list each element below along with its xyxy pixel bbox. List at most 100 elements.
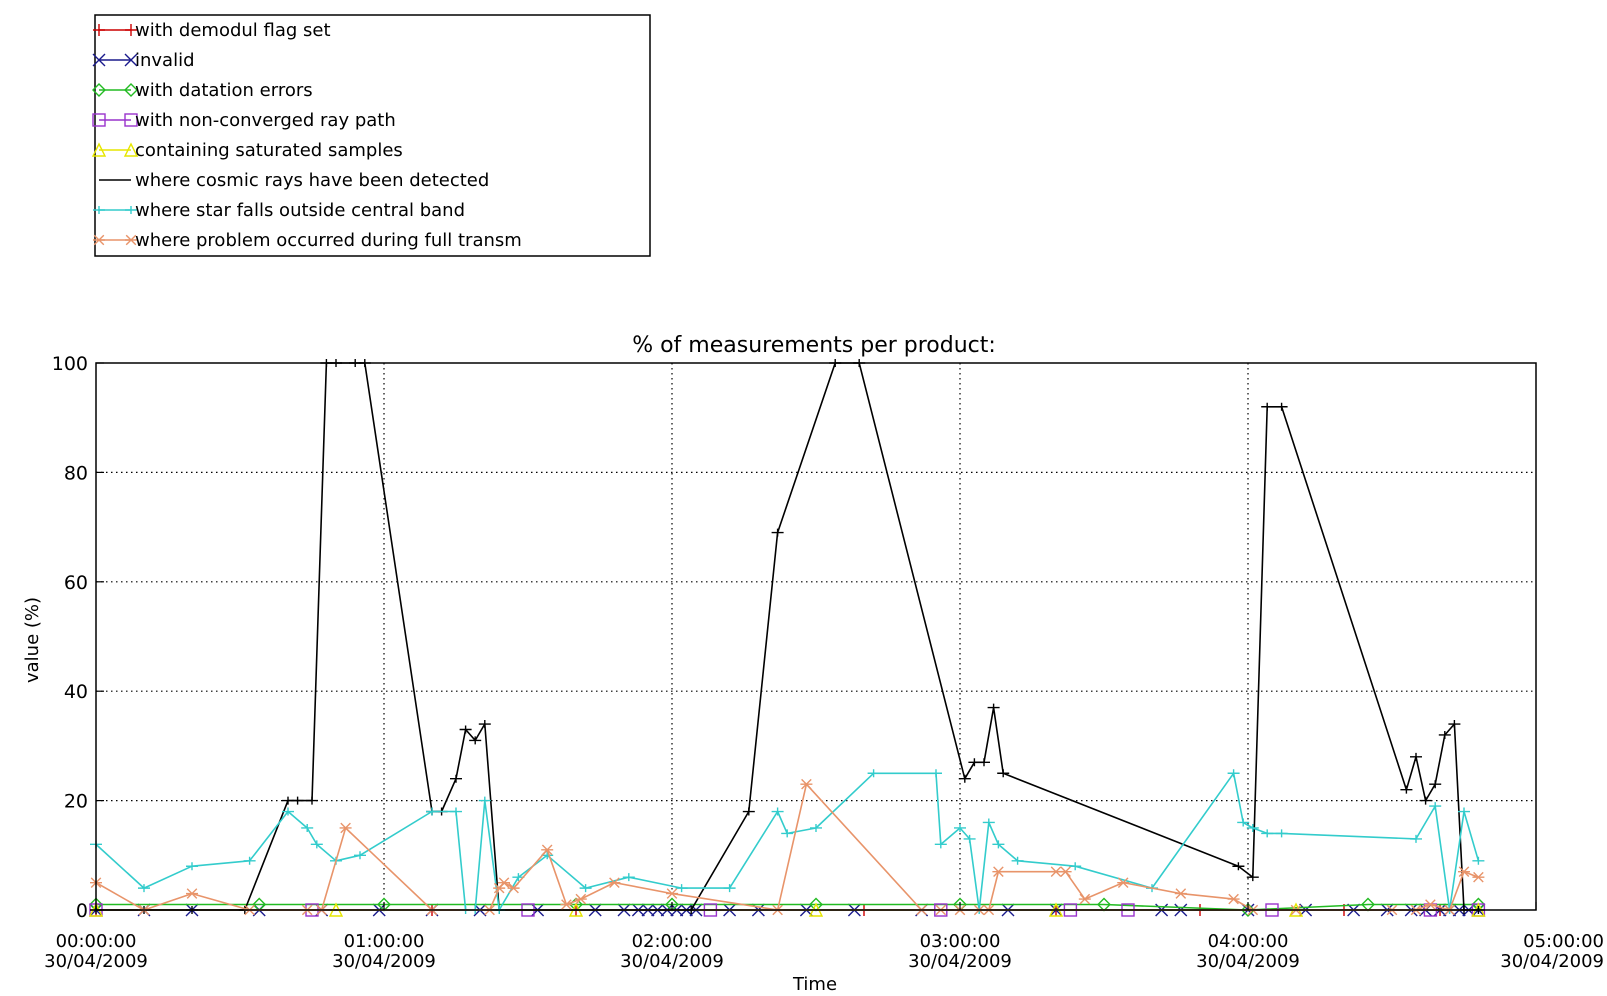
y-tick-label: 100 [52,353,88,375]
data-point [282,807,294,816]
legend-item: where star falls outside central band [93,200,465,221]
data-point [478,720,491,729]
data-point [1458,866,1470,878]
data-point [1458,807,1470,816]
legend-label: where cosmic rays have been detected [135,170,489,191]
data-point [987,703,1000,712]
data-point [1448,720,1461,729]
legend-item: invalid [92,50,195,71]
legend-marker [124,113,138,127]
data-point [1227,893,1240,905]
data-point [186,862,198,871]
data-point [622,873,635,882]
data-point [450,774,462,783]
data-point [675,884,688,893]
plot-frame [95,362,1537,911]
data-point [1472,856,1485,865]
data-point [1078,893,1091,905]
data-point [1438,730,1451,739]
series-2 [89,897,1486,917]
legend-marker [92,83,106,97]
data-point [771,807,784,816]
legend-item: containing saturated samples [91,140,403,161]
x-tick-label-time: 04:00:00 [1208,931,1289,952]
x-axis-ticks: 00:00:0030/04/200901:00:0030/04/200902:0… [44,902,1604,972]
data-point [1237,818,1250,827]
x-tick-label-time: 03:00:00 [920,931,1001,952]
data-point [997,769,1010,778]
data-point [1275,829,1288,838]
data-point [930,769,942,778]
legend-marker [124,53,138,67]
x-tick-label-date: 30/04/2009 [44,951,148,972]
legend-label: with datation errors [135,80,313,101]
data-point [1246,873,1259,882]
legend-marker [125,24,137,36]
data-point [1232,862,1245,871]
legend-marker [92,53,106,67]
x-tick-label-date: 30/04/2009 [1500,951,1604,972]
data-point [771,528,784,537]
data-point [1174,888,1187,899]
legend-box [94,14,651,257]
legend-marker [123,142,139,157]
legend-label: with demodul flag set [135,20,331,41]
data-point [478,796,491,805]
series-6 [90,769,1485,914]
data-point [243,856,256,865]
data-point [579,884,592,893]
legend: with demodul flag set invalid with datatio… [91,14,651,257]
data-point [800,778,813,790]
x-tick-label-date: 30/04/2009 [620,951,724,972]
x-tick-label-time: 05:00:00 [1523,931,1604,952]
grid [96,363,1536,910]
plot-area [88,359,1537,917]
y-tick-label: 60 [64,572,88,594]
series-line [95,783,1479,911]
data-point [291,796,304,805]
data-point [992,866,1005,878]
data-point [978,758,990,767]
legend-item: where cosmic rays have been detected [99,170,489,191]
x-tick-label-time: 02:00:00 [632,931,713,952]
legend-label: with non-converged ray path [135,110,396,131]
data-point [469,736,482,745]
data-point [310,840,323,849]
data-point [339,822,352,834]
data-point [1472,871,1485,883]
data-point [1241,903,1255,917]
series-line [95,772,1480,911]
data-point [992,840,1005,849]
legend-marker [93,24,105,36]
legend-marker [125,206,137,214]
x-tick-label-time: 00:00:00 [56,931,137,952]
data-point [507,882,520,894]
data-point [1117,877,1130,888]
series-layer [88,359,1486,917]
data-point [1400,785,1413,794]
data-point [541,844,554,856]
data-point [1059,866,1072,878]
data-point [934,840,947,849]
data-point [963,834,976,843]
data-point [186,888,198,899]
data-point [810,823,822,832]
data-point [301,823,314,832]
y-tick-label: 80 [64,462,88,484]
data-point [1261,402,1274,411]
data-point [498,877,510,888]
legend-item: with demodul flag set [93,20,331,41]
data-point [459,725,472,734]
legend-item: with non-converged ray path [92,110,396,131]
data-point [608,877,621,888]
data-point [1410,834,1422,843]
data-point [1246,823,1259,832]
x-axis-label: Time [792,974,837,995]
legend-label: where problem occurred during full trans… [135,230,522,251]
data-point [1429,780,1442,789]
chart-title: % of measurements per product: [632,333,996,358]
data-point [1410,752,1422,761]
series-line [96,362,1479,911]
data-point [723,884,736,893]
